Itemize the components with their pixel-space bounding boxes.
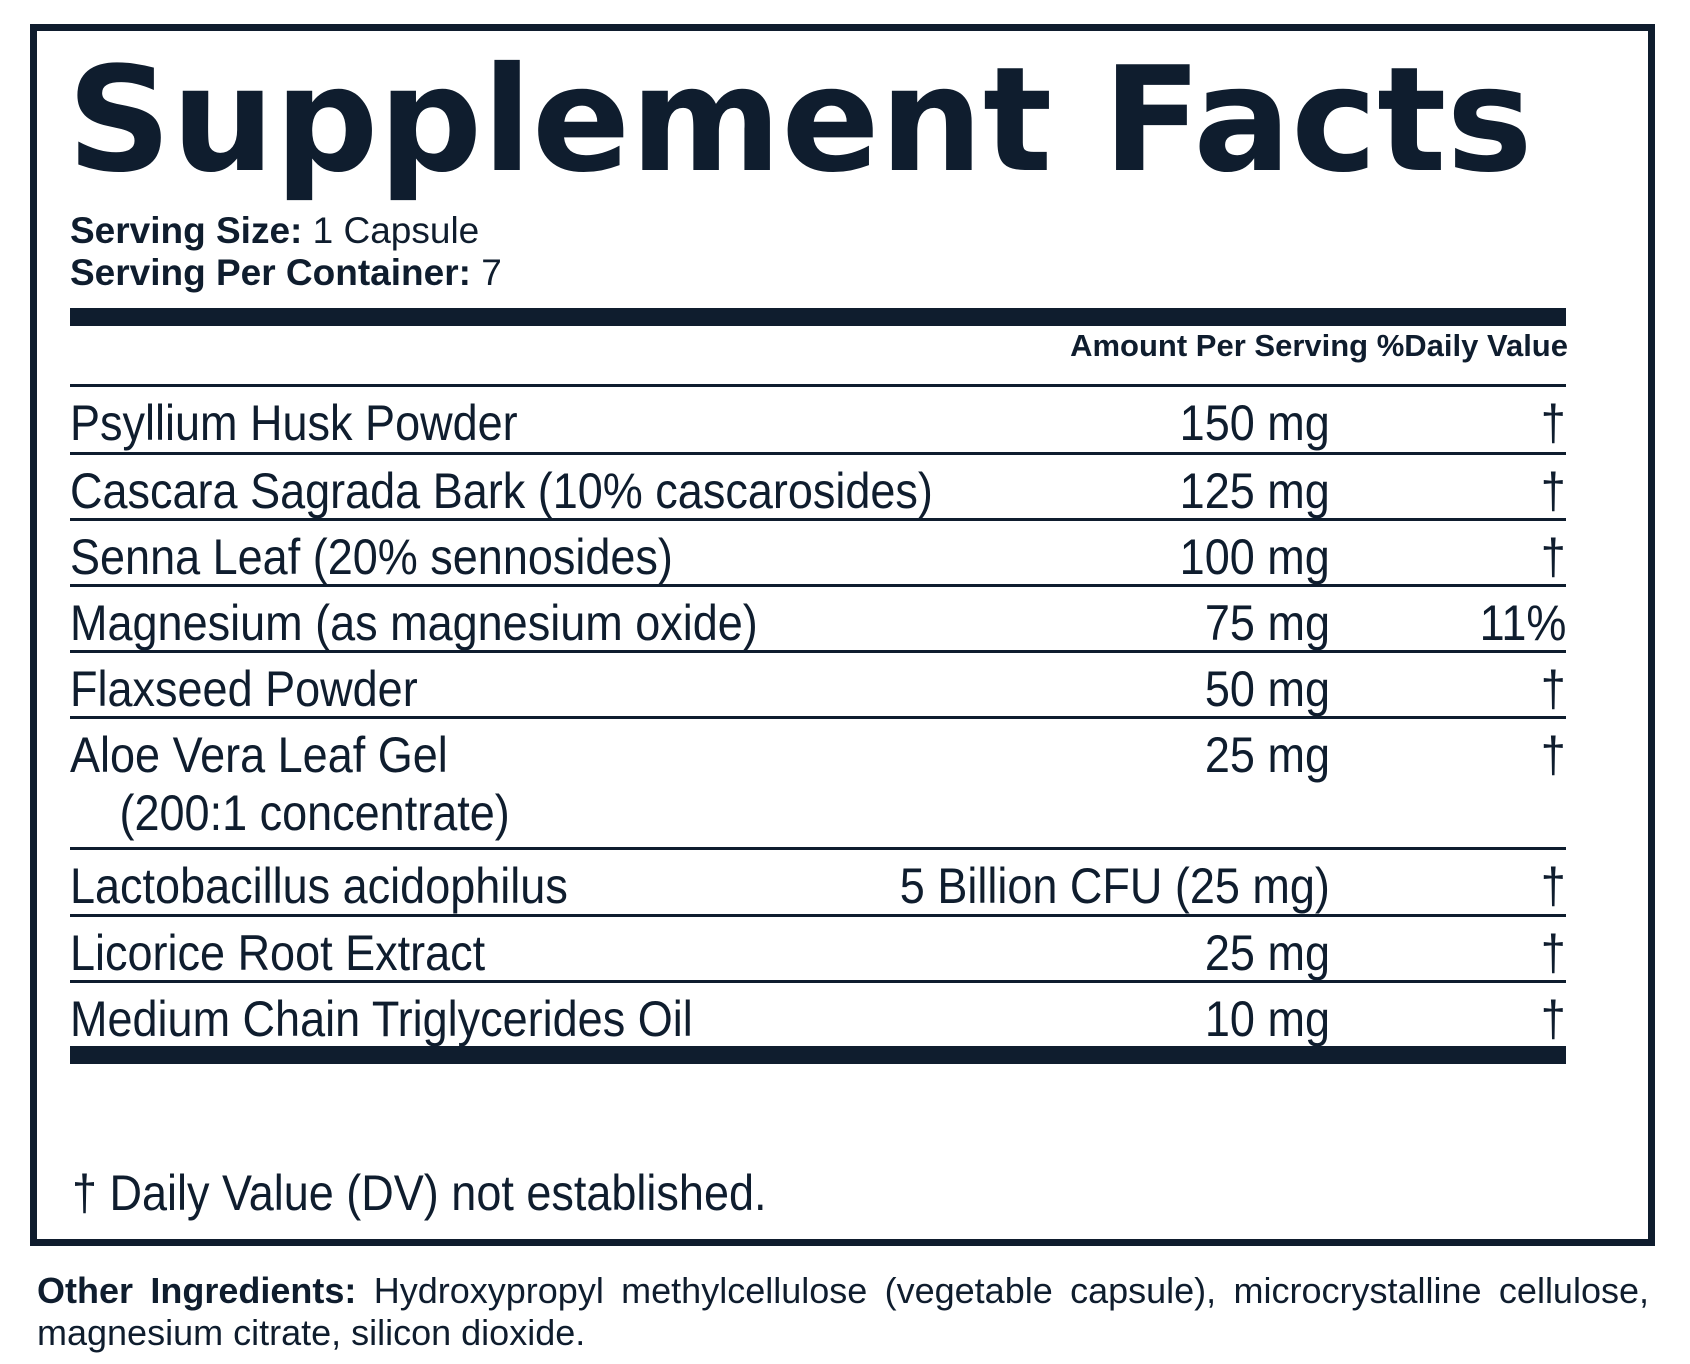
ingredient-amount: 125 mg (1179, 463, 1330, 519)
table-row: Flaxseed Powder 50 mg † (70, 653, 1566, 723)
ingredient-daily-value: † (1540, 463, 1566, 519)
divider (70, 980, 1566, 983)
serving-size-value: 1 Capsule (302, 210, 480, 251)
ingredient-daily-value: † (1540, 991, 1566, 1047)
table-row: Aloe Vera Leaf Gel (200:1 concentrate) 25… (70, 719, 1566, 847)
ingredient-name: Magnesium (as magnesium oxide) (70, 595, 758, 651)
supplement-facts-panel (30, 24, 1655, 1246)
ingredient-amount: 10 mg (1204, 991, 1330, 1047)
table-row: Magnesium (as magnesium oxide) 75 mg 11% (70, 587, 1566, 657)
ingredient-daily-value: † (1540, 858, 1566, 914)
table-row: Cascara Sagrada Bark (10% cascarosides) … (70, 455, 1566, 525)
table-row: Psyllium Husk Powder 150 mg † (70, 387, 1566, 457)
ingredient-amount: 50 mg (1204, 661, 1330, 717)
ingredient-name: Psyllium Husk Powder (70, 395, 518, 451)
ingredient-amount: 25 mg (1204, 727, 1330, 783)
ingredient-name-main: Aloe Vera Leaf Gel (70, 727, 448, 783)
ingredient-name: Cascara Sagrada Bark (10% cascarosides) (70, 463, 933, 519)
servings-per-container: Serving Per Container: 7 (70, 254, 502, 291)
ingredient-amount: 150 mg (1179, 395, 1330, 451)
ingredient-name: Medium Chain Triglycerides Oil (70, 991, 693, 1047)
table-row: Medium Chain Triglycerides Oil 10 mg † (70, 983, 1566, 1053)
divider (70, 716, 1566, 719)
daily-value-footnote: † Daily Value (DV) not established. (72, 1165, 767, 1221)
serving-size-label: Serving Size: (70, 210, 303, 251)
serving-size: Serving Size: 1 Capsule (70, 212, 479, 249)
table-header: Amount Per Serving %Daily Value (1070, 328, 1568, 363)
divider-thick-bottom (70, 1046, 1566, 1064)
ingredient-amount: 100 mg (1179, 529, 1330, 585)
ingredient-name: Aloe Vera Leaf Gel (200:1 concentrate) (70, 727, 510, 842)
divider (70, 584, 1566, 587)
ingredient-amount: 5 Billion CFU (25 mg) (899, 858, 1330, 914)
ingredient-name: Lactobacillus acidophilus (70, 858, 568, 914)
servings-per-container-value: 7 (470, 252, 502, 293)
ingredient-daily-value: 11% (1479, 595, 1566, 651)
ingredient-name: Flaxseed Powder (70, 661, 418, 717)
ingredient-amount: 25 mg (1204, 925, 1330, 981)
divider (70, 384, 1566, 387)
divider (70, 518, 1566, 521)
other-ingredients: Other Ingredients: Hydroxypropyl methylc… (37, 1270, 1649, 1354)
table-row: Senna Leaf (20% sennosides) 100 mg † (70, 521, 1566, 591)
divider-thick-top (70, 308, 1566, 326)
divider (70, 847, 1566, 850)
page-title: Supplement Facts (67, 36, 1533, 205)
table-row: Lactobacillus acidophilus 5 Billion CFU … (70, 850, 1566, 920)
ingredient-name-detail: (200:1 concentrate) (119, 784, 510, 841)
other-ingredients-text: Hydroxypropyl methylcellulose (vegetable… (37, 1270, 1650, 1353)
ingredient-daily-value: † (1540, 661, 1566, 717)
ingredient-amount: 75 mg (1204, 595, 1330, 651)
divider (70, 914, 1566, 917)
ingredient-daily-value: † (1540, 925, 1566, 981)
ingredient-name: Senna Leaf (20% sennosides) (70, 529, 673, 585)
ingredient-name: Licorice Root Extract (70, 925, 486, 981)
servings-per-container-label: Serving Per Container: (70, 252, 471, 293)
divider (70, 650, 1566, 653)
divider (70, 452, 1566, 455)
ingredient-daily-value: † (1540, 529, 1566, 585)
ingredient-daily-value: † (1540, 395, 1566, 451)
other-ingredients-label: Other Ingredients: (37, 1270, 357, 1311)
ingredient-daily-value: † (1540, 727, 1566, 783)
table-row: Licorice Root Extract 25 mg † (70, 917, 1566, 987)
